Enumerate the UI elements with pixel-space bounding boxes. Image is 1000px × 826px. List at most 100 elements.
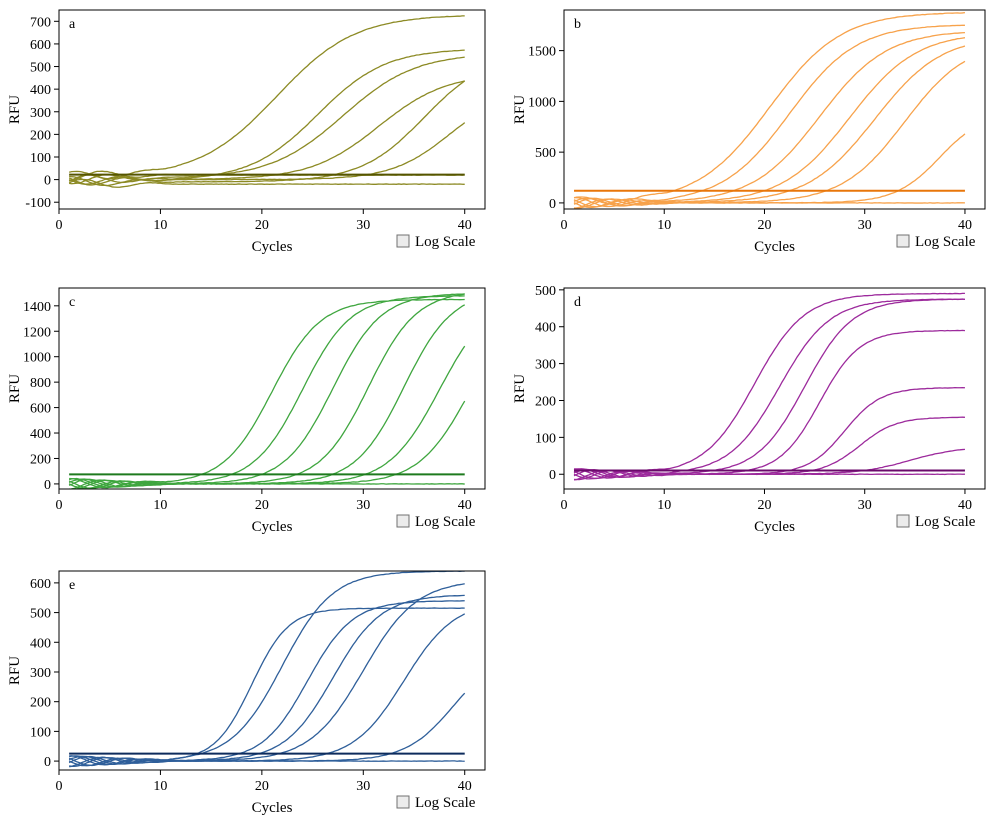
curve-d-7	[573, 448, 966, 481]
curve-d-1	[573, 292, 965, 478]
y-tick-label: 600	[30, 38, 51, 53]
curve-e-8	[68, 755, 465, 765]
x-tick-label: 20	[255, 498, 269, 513]
x-tick-label: 40	[458, 218, 472, 233]
log-scale-checkbox[interactable]: Log Scale	[896, 514, 976, 530]
y-axis-title: RFU	[7, 95, 23, 124]
curve-a-3	[69, 56, 465, 185]
y-tick-label: 200	[30, 128, 51, 143]
y-tick-label: 600	[30, 577, 51, 592]
curve-e-5	[69, 583, 465, 766]
log-scale-checkbox[interactable]: Log Scale	[396, 234, 476, 250]
checkbox-box[interactable]	[896, 514, 910, 528]
log-scale-label[interactable]: Log Scale	[415, 795, 476, 811]
x-tick-label: 10	[153, 498, 167, 513]
x-tick-label: 40	[958, 498, 972, 513]
curve-b-4	[573, 37, 966, 207]
y-axis-title: RFU	[512, 374, 528, 403]
log-scale-label[interactable]: Log Scale	[415, 514, 476, 530]
y-tick-label: -100	[25, 196, 51, 211]
y-tick-label: 1000	[528, 95, 556, 110]
y-tick-label: 400	[30, 636, 51, 651]
amplification-curves	[68, 571, 466, 768]
y-tick-label: 0	[549, 468, 556, 483]
curve-c-5	[69, 304, 466, 489]
x-tick-label: 40	[458, 779, 472, 794]
amplification-curves	[573, 12, 966, 209]
y-tick-label: 500	[535, 284, 556, 299]
y-tick-label: 1400	[23, 300, 51, 315]
y-tick-label: 600	[30, 402, 51, 417]
curve-e-3	[69, 600, 465, 767]
curve-b-6	[573, 60, 966, 209]
x-tick-label: 40	[458, 498, 472, 513]
y-tick-label: 700	[30, 15, 51, 30]
x-tick-label: 30	[356, 218, 370, 233]
x-tick-label: 20	[757, 218, 771, 233]
curve-a-4	[68, 80, 465, 184]
curve-a-5	[69, 80, 466, 187]
x-tick-label: 0	[561, 498, 568, 513]
curve-e-1	[69, 607, 465, 766]
log-scale-label[interactable]: Log Scale	[915, 514, 976, 530]
plot-frame	[563, 9, 986, 210]
curve-b-2	[573, 24, 965, 208]
x-tick-label: 30	[356, 498, 370, 513]
curve-d-3	[574, 298, 966, 481]
x-tick-label: 10	[657, 218, 671, 233]
curve-c-6	[68, 345, 466, 489]
y-tick-label: 0	[44, 755, 51, 770]
y-tick-label: 300	[30, 666, 51, 681]
checkbox-box[interactable]	[396, 234, 410, 248]
log-scale-checkbox[interactable]: Log Scale	[396, 795, 476, 811]
curve-a-6	[68, 122, 466, 185]
log-scale-label[interactable]: Log Scale	[915, 234, 976, 250]
checkbox-box[interactable]	[396, 514, 410, 528]
log-scale-label[interactable]: Log Scale	[415, 234, 476, 250]
y-tick-label: 200	[30, 696, 51, 711]
plot-frame	[58, 9, 486, 210]
amplification-curves	[68, 293, 466, 489]
curve-c-3	[69, 293, 465, 489]
y-tick-label: 400	[30, 83, 51, 98]
y-tick-label: 1500	[528, 45, 556, 60]
x-tick-label: 30	[858, 218, 872, 233]
y-axis-title: RFU	[7, 656, 23, 685]
y-tick-label: 400	[535, 321, 556, 336]
x-tick-label: 20	[255, 218, 269, 233]
chart-panel-b: 0 10 20 30 40 0 500 1000 1500 b Cycles RFU Log Scale	[512, 9, 986, 255]
panel-label: e	[69, 578, 75, 593]
y-axis-title: RFU	[512, 95, 528, 124]
plot-frame	[58, 570, 486, 771]
chart-panel-a: 0 10 20 30 40 -100 0 100 200 300 400 500 600 700 a Cycl…	[7, 9, 486, 255]
x-axis-title: Cycles	[252, 239, 293, 255]
curve-a-8	[68, 178, 465, 188]
y-tick-label: 1000	[23, 351, 51, 366]
y-tick-label: 500	[30, 607, 51, 622]
plot-frame	[563, 287, 986, 490]
y-tick-label: 400	[30, 427, 51, 442]
curve-b-1	[573, 12, 966, 205]
x-tick-label: 20	[255, 779, 269, 794]
curve-e-7	[69, 692, 466, 768]
y-tick-label: 200	[30, 452, 51, 467]
curve-c-8	[68, 478, 465, 488]
log-scale-checkbox[interactable]: Log Scale	[396, 514, 476, 530]
x-axis-title: Cycles	[754, 239, 795, 255]
y-tick-label: 800	[30, 376, 51, 391]
amplification-curves	[68, 15, 466, 188]
panel-label: c	[69, 295, 75, 310]
curve-e-2	[68, 571, 465, 767]
y-tick-label: 100	[30, 151, 51, 166]
curve-a-1	[68, 15, 465, 180]
y-tick-label: 100	[535, 431, 556, 446]
x-tick-label: 30	[858, 498, 872, 513]
curve-d-8	[573, 468, 965, 479]
checkbox-box[interactable]	[896, 234, 910, 248]
checkbox-box[interactable]	[396, 795, 410, 809]
log-scale-checkbox[interactable]: Log Scale	[896, 234, 976, 250]
curve-b-8	[573, 197, 965, 207]
